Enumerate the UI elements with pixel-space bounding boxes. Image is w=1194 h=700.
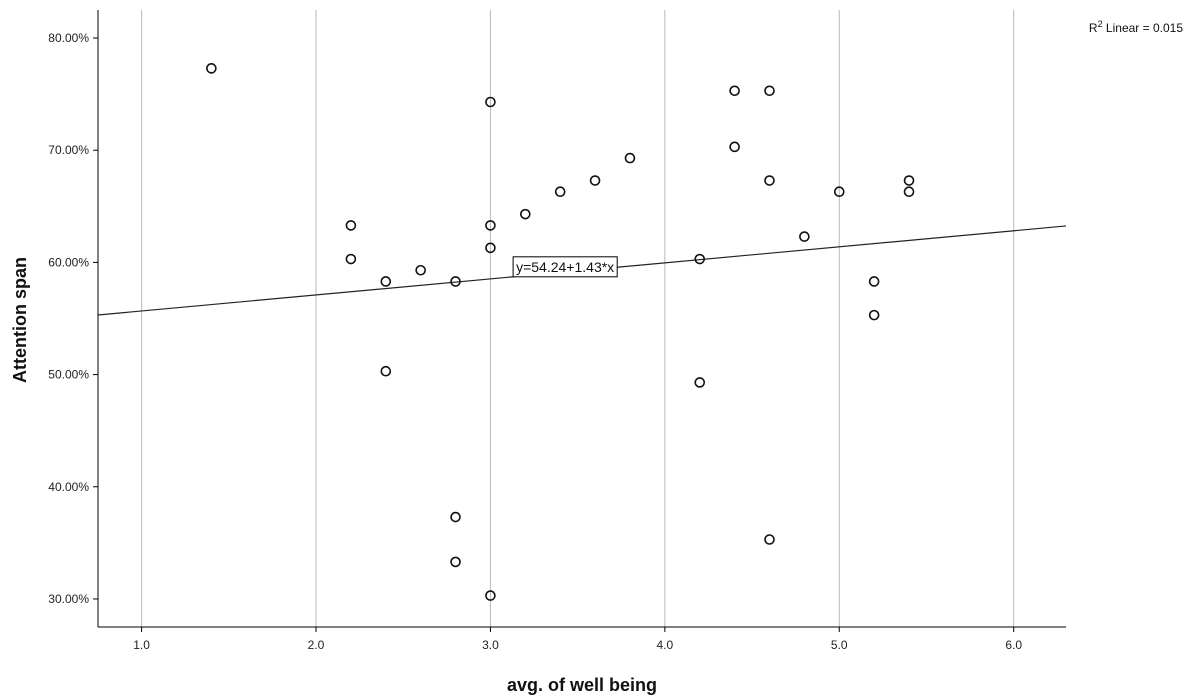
data-point-0 (206, 63, 217, 74)
data-points (206, 63, 915, 601)
data-point-16 (624, 152, 636, 164)
x-tick-label-0: 1.0 (133, 638, 150, 652)
x-tick-label-1: 2.0 (308, 638, 325, 652)
x-axis-title: avg. of well being (507, 675, 657, 695)
data-point-18 (694, 377, 706, 388)
data-point-9 (485, 96, 496, 108)
data-point-27 (868, 309, 880, 321)
x-tick-label-2: 3.0 (482, 638, 499, 652)
x-axis-ticks: 1.0 2.0 3.0 4.0 5.0 6.0 (133, 627, 1022, 652)
data-point-26 (868, 276, 880, 287)
equation-box-frame (512, 256, 618, 278)
data-point-3 (380, 276, 392, 287)
r2-superscript: 2 (1098, 19, 1103, 29)
y-tick-label-5: 80.00% (48, 31, 89, 45)
y-tick-label-4: 70.00% (48, 143, 89, 157)
data-point-13 (520, 208, 531, 220)
x-tick-label-4: 5.0 (831, 638, 848, 652)
equation-box: y=54.24+1.43*x (512, 256, 618, 278)
data-point-4 (380, 365, 392, 377)
data-point-20 (729, 141, 740, 153)
data-point-12 (485, 590, 496, 601)
axes (97, 10, 1066, 628)
data-point-10 (485, 220, 496, 231)
y-tick-label-3: 60.00% (48, 255, 89, 269)
x-tick-label-5: 6.0 (1005, 638, 1022, 652)
data-point-24 (799, 231, 810, 242)
data-point-8 (450, 556, 461, 568)
data-point-2 (345, 253, 357, 265)
equation-label: y=54.24+1.43*x (516, 259, 614, 275)
y-axis-title: Attention span (10, 257, 30, 383)
data-point-15 (589, 175, 601, 186)
data-point-25 (833, 186, 845, 198)
r2-prefix: R (1089, 21, 1098, 35)
r2-label: R2 Linear = 0.015 (1089, 19, 1183, 35)
y-tick-label-2: 50.00% (48, 368, 89, 382)
data-point-22 (764, 175, 775, 186)
data-point-29 (903, 186, 915, 198)
data-point-6 (450, 276, 461, 287)
y-axis-ticks: 30.00% 40.00% 50.00% 60.00% 70.00% 80.00% (48, 31, 98, 606)
x-tick-label-3: 4.0 (657, 638, 674, 652)
data-point-19 (729, 85, 740, 97)
data-point-21 (764, 85, 775, 97)
data-point-23 (764, 534, 775, 545)
data-point-7 (450, 511, 461, 523)
r2-text: Linear = 0.015 (1103, 21, 1184, 35)
data-point-28 (903, 175, 915, 186)
data-point-11 (485, 242, 496, 254)
data-point-5 (415, 264, 426, 276)
data-point-1 (345, 220, 357, 231)
data-point-14 (554, 186, 566, 198)
y-tick-label-1: 40.00% (48, 480, 89, 494)
vertical-gridlines (141, 10, 1015, 627)
data-point-17 (694, 253, 706, 265)
y-tick-label-0: 30.00% (48, 592, 89, 606)
